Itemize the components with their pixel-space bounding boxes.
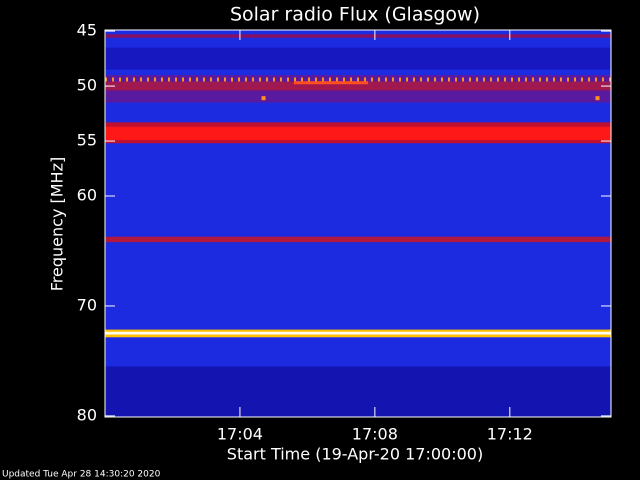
y-tick-label: 80 xyxy=(77,405,97,424)
y-tick-label: 55 xyxy=(77,131,97,150)
frequency-band xyxy=(105,366,611,417)
point xyxy=(261,96,266,101)
frequency-band xyxy=(105,81,611,91)
y-tick-label: 70 xyxy=(77,295,97,314)
y-tick-label: 50 xyxy=(77,76,97,95)
frequency-band xyxy=(105,47,611,70)
chart-title: Solar radio Flux (Glasgow) xyxy=(230,4,480,26)
frequency-band xyxy=(105,236,611,243)
footer: Updated Tue Apr 28 14:30:20 2020 xyxy=(2,470,161,480)
point xyxy=(595,96,600,101)
plot-area xyxy=(105,30,611,417)
x-tick-label: 17:12 xyxy=(487,425,533,444)
x-axis-label: Start Time (19-Apr-20 17:00:00) xyxy=(227,445,483,464)
y-tick-label: 45 xyxy=(77,21,97,40)
frequency-band xyxy=(105,126,611,140)
plot-frame xyxy=(104,29,612,418)
frequency-band xyxy=(105,34,611,38)
y-tick-label: 60 xyxy=(77,186,97,205)
x-tick-label: 17:08 xyxy=(352,425,398,444)
y-axis-label: Frequency [MHz] xyxy=(48,157,67,291)
x-tick-label: 17:04 xyxy=(217,425,263,444)
frequency-band xyxy=(105,331,611,335)
